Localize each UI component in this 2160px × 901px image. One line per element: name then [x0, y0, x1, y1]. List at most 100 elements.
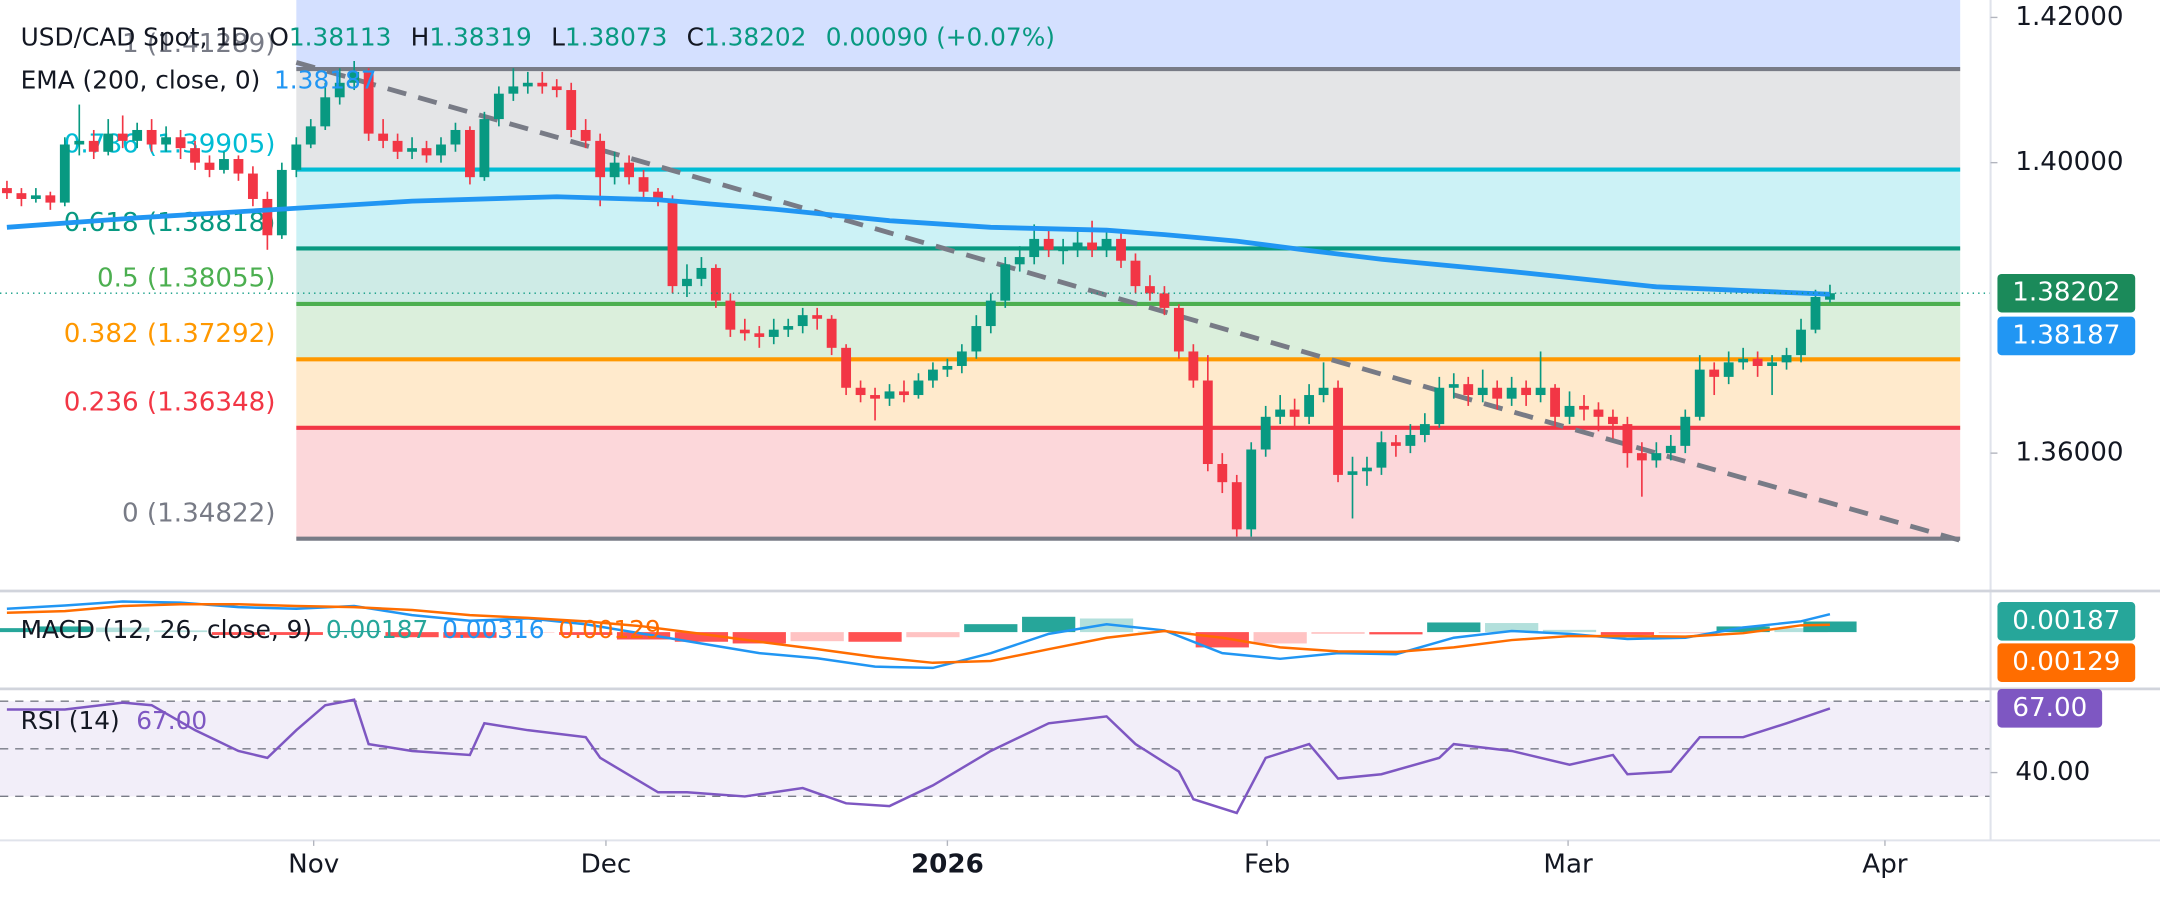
macd-histogram [1803, 621, 1857, 633]
candle-body [725, 300, 736, 330]
candle-body [1304, 395, 1315, 417]
candle-body [1376, 442, 1387, 468]
macd-line [6, 600, 1831, 670]
macd-histogram [848, 632, 902, 642]
ema-value: 1.38187 [274, 65, 376, 94]
x-tick-label: Feb [1244, 850, 1290, 880]
rsi-value: 67.00 [136, 706, 207, 735]
candle-body [1463, 384, 1474, 396]
candle-body [1593, 409, 1604, 417]
candle-body [1694, 369, 1705, 417]
candle-body [175, 137, 186, 149]
candle-body [88, 140, 99, 152]
candle-body [1029, 238, 1040, 258]
candle-body [855, 387, 866, 396]
candle-body [363, 71, 374, 134]
rsi-value-box [1997, 689, 2103, 728]
candle-body [1564, 405, 1575, 417]
candle-body [117, 133, 128, 141]
candle-body [2, 188, 12, 194]
candle-body [1477, 387, 1488, 396]
ohlc-letter: O [269, 23, 289, 52]
macd-histogram [1600, 632, 1655, 635]
candle-body [30, 195, 41, 199]
y-tick-label: 1.40000 [2015, 147, 2123, 177]
fib-label: 0 (1.34822) [122, 498, 276, 528]
candle-body [783, 326, 794, 330]
candle-body [899, 391, 909, 396]
signal-value: 0.00129 [558, 615, 660, 644]
macd-histogram [96, 627, 150, 633]
candle-body [1550, 387, 1560, 417]
ohlc-letter: L [551, 23, 565, 52]
candle-body [407, 148, 417, 152]
y-tick-label: 1.42000 [2015, 2, 2123, 32]
candle-body [1145, 286, 1155, 294]
macd-histogram [1253, 632, 1307, 644]
macd-value: 0.00316 [442, 615, 544, 644]
candle-body [653, 191, 663, 199]
candle-body [305, 126, 316, 145]
candle-body [1289, 409, 1300, 417]
macd-histogram [1427, 622, 1481, 633]
macd-histogram [1774, 628, 1828, 633]
macd-histogram [790, 632, 844, 642]
macd-histogram [964, 624, 1018, 633]
signal-value-box [1997, 643, 2136, 682]
candle-body [985, 300, 996, 327]
x-tick-label: Dec [581, 850, 632, 880]
legend-header: USD/CAD Spot, 1D O1.38113 H1.38319 L1.38073… [21, 23, 1055, 52]
candle-body [1506, 387, 1517, 399]
macd-histogram [0, 628, 34, 633]
ema-price-label: 1.38187 [2012, 320, 2120, 350]
macd-histogram [1311, 632, 1365, 634]
candle-body [870, 395, 880, 399]
candle-body [161, 137, 172, 145]
candle-body [942, 365, 953, 370]
candle-body [1767, 362, 1778, 366]
candle-body [1130, 260, 1141, 287]
candle-body [1680, 416, 1691, 446]
candle-body [436, 144, 446, 156]
candle-body [1738, 358, 1749, 363]
candle-body [1781, 355, 1792, 363]
candle-body [522, 82, 533, 87]
candle-body [1217, 464, 1228, 483]
rsi-line [6, 698, 1831, 815]
change: 0.00090 (+0.07%) [826, 23, 1055, 52]
fib-zone [296, 359, 1961, 428]
candle-body [1492, 387, 1503, 399]
signal-line [6, 603, 1830, 665]
ohlc-letter: C [687, 23, 704, 52]
candle-body [146, 129, 157, 145]
candle-body [1333, 387, 1343, 475]
candle-body [1014, 257, 1025, 265]
candle-body [1159, 293, 1170, 308]
candle-body [1752, 358, 1763, 366]
candle-body [1810, 297, 1821, 330]
rsi-name: RSI (14) [21, 706, 120, 735]
candle-body [508, 86, 519, 94]
fib-zone [296, 169, 1961, 249]
candle-body [580, 129, 591, 141]
candle-body [884, 391, 895, 399]
signal-value-label: 0.00129 [2012, 647, 2120, 677]
x-tick-label: 2026 [911, 850, 984, 880]
candle-body [421, 148, 432, 156]
y-tick-label: 40.00 [2015, 757, 2090, 787]
candle-body [1188, 351, 1199, 381]
fib-label: 0.5 (1.38055) [97, 264, 275, 294]
candle-body [233, 159, 244, 174]
fib-zone [296, 427, 1961, 539]
candle-body [1579, 405, 1589, 410]
candle-body [219, 159, 229, 170]
macd-histogram [732, 632, 786, 644]
candle-body [1058, 249, 1069, 252]
candle-body [16, 193, 27, 199]
hist-value: 0.00187 [326, 615, 428, 644]
candle-body [190, 148, 200, 163]
candle-body [768, 329, 779, 337]
candle-body [1246, 449, 1257, 530]
candle-body [1390, 442, 1401, 446]
rsi-value-label: 67.00 [2012, 693, 2087, 723]
